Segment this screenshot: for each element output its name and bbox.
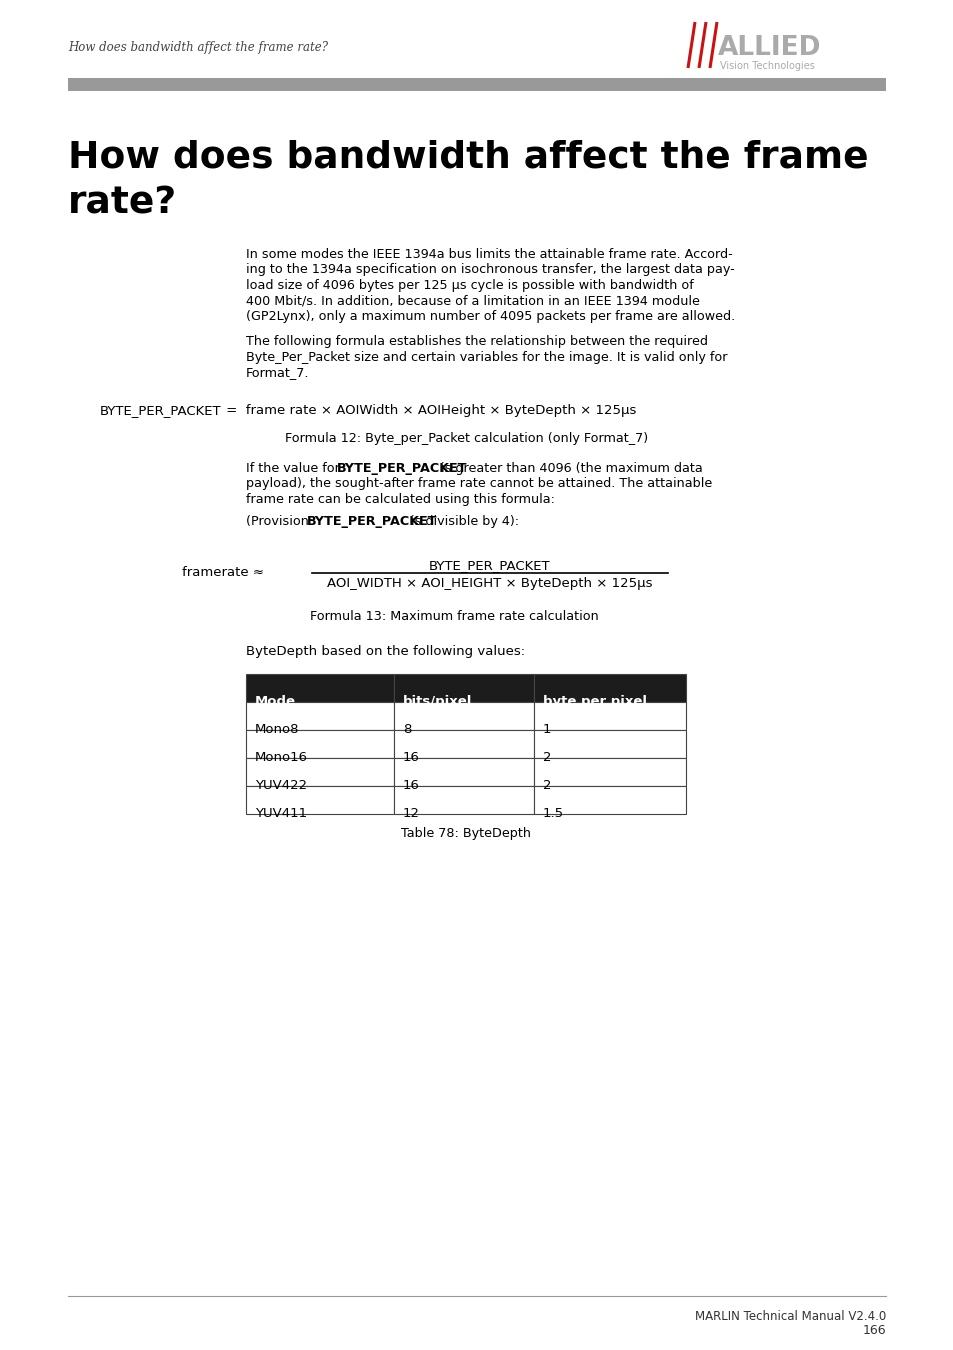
Text: Mono16: Mono16	[254, 751, 308, 764]
Text: bits/pixel: bits/pixel	[402, 695, 472, 707]
Text: 1: 1	[542, 724, 551, 736]
Bar	[394, 757, 534, 786]
Text: BYTE_PER_PACKET: BYTE_PER_PACKET	[429, 559, 550, 572]
Text: MARLIN Technical Manual V2.4.0: MARLIN Technical Manual V2.4.0	[694, 1310, 885, 1323]
Text: In some modes the IEEE 1394a bus limits the attainable frame rate. Accord-: In some modes the IEEE 1394a bus limits …	[246, 248, 732, 261]
Text: BYTE_PER_PACKET: BYTE_PER_PACKET	[336, 462, 467, 475]
Text: 166: 166	[862, 1324, 885, 1336]
Text: How does bandwidth affect the frame: How does bandwidth affect the frame	[68, 140, 868, 176]
Bar	[534, 702, 685, 729]
Text: ing to the 1394a specification on isochronous transfer, the largest data pay-: ing to the 1394a specification on isochr…	[246, 263, 734, 277]
Text: How does bandwidth affect the frame rate?: How does bandwidth affect the frame rate…	[68, 42, 328, 54]
Text: (GP2Lynx), only a maximum number of 4095 packets per frame are allowed.: (GP2Lynx), only a maximum number of 4095…	[246, 310, 735, 323]
Bar	[534, 674, 685, 702]
Text: If the value for: If the value for	[246, 462, 343, 475]
Text: YUV422: YUV422	[254, 779, 307, 792]
Text: 16: 16	[402, 751, 419, 764]
Text: is greater than 4096 (the maximum data: is greater than 4096 (the maximum data	[436, 462, 702, 475]
Text: ALLIED: ALLIED	[718, 35, 821, 61]
Text: =  frame rate × AOIWidth × AOIHeight × ByteDepth × 125μs: = frame rate × AOIWidth × AOIHeight × By…	[222, 404, 636, 417]
Text: 2: 2	[542, 779, 551, 792]
Text: payload), the sought-after frame rate cannot be attained. The attainable: payload), the sought-after frame rate ca…	[246, 478, 712, 490]
Text: rate?: rate?	[68, 185, 177, 221]
Text: 8: 8	[402, 724, 411, 736]
Bar	[394, 674, 534, 702]
Bar	[246, 674, 394, 702]
Text: Mono8: Mono8	[254, 724, 299, 736]
Text: 2: 2	[542, 751, 551, 764]
Text: Vision Technologies: Vision Technologies	[720, 61, 814, 72]
Bar	[394, 702, 534, 729]
Bar	[534, 786, 685, 814]
Text: framerate ≈: framerate ≈	[182, 566, 264, 579]
Text: The following formula establishes the relationship between the required: The following formula establishes the re…	[246, 336, 707, 348]
Text: Formula 12: Byte_per_Packet calculation (only Format_7): Formula 12: Byte_per_Packet calculation …	[285, 432, 647, 446]
Bar	[394, 729, 534, 757]
Text: 16: 16	[402, 779, 419, 792]
Bar	[394, 786, 534, 814]
Text: frame rate can be calculated using this formula:: frame rate can be calculated using this …	[246, 493, 555, 506]
Text: byte per pixel: byte per pixel	[542, 695, 646, 707]
Bar	[246, 786, 394, 814]
Text: (Provision:: (Provision:	[246, 514, 317, 528]
Text: 400 Mbit/s. In addition, because of a limitation in an IEEE 1394 module: 400 Mbit/s. In addition, because of a li…	[246, 294, 700, 308]
Text: BYTE_PER_PACKET: BYTE_PER_PACKET	[100, 404, 221, 417]
Text: AOI_WIDTH × AOI_HEIGHT × ByteDepth × 125μs: AOI_WIDTH × AOI_HEIGHT × ByteDepth × 125…	[327, 578, 652, 590]
Bar	[534, 729, 685, 757]
Text: Byte_Per_Packet size and certain variables for the image. It is valid only for: Byte_Per_Packet size and certain variabl…	[246, 351, 727, 364]
Text: Table 78: ByteDepth: Table 78: ByteDepth	[400, 828, 531, 841]
Text: load size of 4096 bytes per 125 μs cycle is possible with bandwidth of: load size of 4096 bytes per 125 μs cycle…	[246, 279, 693, 292]
Text: YUV411: YUV411	[254, 807, 307, 819]
Bar	[246, 729, 394, 757]
Text: Mode: Mode	[254, 695, 295, 707]
Text: 1.5: 1.5	[542, 807, 563, 819]
Text: Formula 13: Maximum frame rate calculation: Formula 13: Maximum frame rate calculati…	[310, 610, 598, 624]
Bar	[246, 702, 394, 729]
Text: is divisible by 4):: is divisible by 4):	[407, 514, 518, 528]
Text: ByteDepth based on the following values:: ByteDepth based on the following values:	[246, 645, 524, 659]
Bar	[246, 757, 394, 786]
Text: BYTE_PER_PACKET: BYTE_PER_PACKET	[307, 514, 437, 528]
Text: 12: 12	[402, 807, 419, 819]
Text: Format_7.: Format_7.	[246, 366, 309, 379]
Bar	[534, 757, 685, 786]
Bar	[68, 78, 885, 90]
